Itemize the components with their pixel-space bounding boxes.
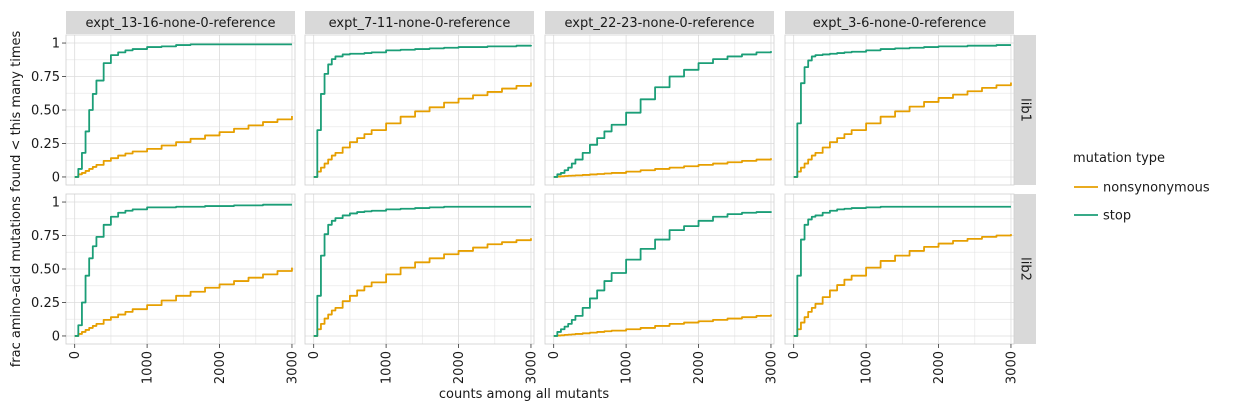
y-tick-label: 0.75	[31, 70, 60, 85]
series-line-stop	[74, 43, 292, 178]
series-line-stop	[313, 205, 531, 337]
y-axis-title: frac amino-acid mutations found < this m…	[9, 31, 24, 368]
x-tick-label: 0	[307, 351, 322, 359]
facet-column-strip: expt_13-16-none-0-reference	[66, 11, 295, 34]
panel-border	[784, 193, 1015, 345]
axes-layer: 0 0.25 0.50 0.75 1 0 0.25 0.50 0.75 1 0 1000 2000 300…	[31, 37, 1019, 385]
legend-label: stop	[1103, 209, 1131, 224]
x-tick-label: 3000	[764, 351, 779, 384]
y-tick-label: 0.25	[31, 137, 60, 152]
x-tick-label: 0	[68, 351, 83, 359]
panel-border	[304, 34, 535, 186]
panel-border	[544, 193, 775, 345]
y-tick-label: 0	[52, 329, 60, 344]
legend: mutation type nonsynonymous stop	[1073, 151, 1210, 224]
facet-panel	[784, 34, 1015, 186]
facet-column-strip: expt_3-6-none-0-reference	[785, 11, 1014, 34]
panel-border	[544, 34, 775, 186]
facet-column-strip-bg	[305, 11, 534, 34]
series-line-stop	[313, 44, 532, 178]
series-line-stop	[553, 211, 772, 337]
series-line-nonsynonymous	[74, 116, 293, 178]
legend-entry: nonsynonymous	[1074, 181, 1210, 196]
facet-panel	[544, 34, 775, 186]
facet-column-label: expt_3-6-none-0-reference	[813, 16, 986, 31]
x-tick-label: 2000	[932, 351, 947, 384]
panel-border	[784, 34, 1015, 186]
series-line-nonsynonymous	[74, 267, 293, 337]
x-tick-label: 2000	[452, 351, 467, 384]
series-line-stop	[793, 44, 1011, 178]
x-tick-label: 3000	[1004, 351, 1019, 384]
facet-row-strip-bg	[1014, 194, 1036, 344]
series-line-nonsynonymous	[553, 158, 772, 178]
facet-row-strip: lib2	[1014, 194, 1036, 344]
x-axis-title: counts among all mutants	[439, 387, 609, 402]
legend-entries: nonsynonymous stop	[1074, 181, 1210, 224]
x-tick-label: 1000	[141, 351, 156, 384]
facet-panel	[304, 34, 535, 186]
panel-border	[304, 193, 535, 345]
y-tick-label: 0	[52, 170, 60, 185]
facet-row-strip: lib1	[1014, 35, 1036, 185]
legend-entry: stop	[1074, 209, 1131, 224]
series-line-nonsynonymous	[313, 82, 532, 178]
facet-column-strip-bg	[66, 11, 295, 34]
facet-column-label: expt_7-11-none-0-reference	[329, 16, 511, 31]
x-tick-label: 2000	[213, 351, 228, 384]
facet-column-strip: expt_22-23-none-0-reference	[545, 11, 774, 34]
facet-column-strip: expt_7-11-none-0-reference	[305, 11, 534, 34]
facet-column-strip-bg	[545, 11, 774, 34]
x-tick-label: 1000	[860, 351, 875, 384]
x-tick-label: 1000	[380, 351, 395, 384]
facet-panel	[304, 193, 535, 345]
y-tick-label: 0.50	[31, 263, 60, 278]
series-line-stop	[553, 51, 772, 178]
facet-row-label: lib1	[1018, 98, 1033, 122]
x-tick-label: 2000	[692, 351, 707, 384]
legend-title: mutation type	[1073, 151, 1165, 166]
y-tick-label: 0.75	[31, 229, 60, 244]
series-line-nonsynonymous	[793, 234, 1012, 337]
x-tick-label: 3000	[524, 351, 539, 384]
x-tick-label: 0	[787, 351, 802, 359]
series-line-nonsynonymous	[313, 238, 532, 337]
series-line-nonsynonymous	[793, 82, 1012, 178]
facet-panel	[65, 34, 296, 186]
y-tick-label: 1	[52, 37, 60, 52]
facet-column-strip-bg	[785, 11, 1014, 34]
facet-panel	[784, 193, 1015, 345]
series-line-nonsynonymous	[553, 314, 772, 337]
x-tick-label: 3000	[285, 351, 300, 384]
facet-row-strip-bg	[1014, 35, 1036, 185]
facet-row-label: lib2	[1018, 257, 1033, 281]
x-tick-label: 0	[547, 351, 562, 359]
y-tick-label: 1	[52, 196, 60, 211]
facet-panel	[544, 193, 775, 345]
facet-panel	[65, 193, 296, 345]
legend-label: nonsynonymous	[1103, 181, 1210, 196]
series-line-stop	[793, 205, 1011, 337]
panels-layer: expt_13-16-none-0-reference expt_7-11-non…	[65, 11, 1036, 345]
facet-column-label: expt_13-16-none-0-reference	[86, 16, 276, 31]
facet-column-label: expt_22-23-none-0-reference	[565, 16, 755, 31]
x-tick-label: 1000	[620, 351, 635, 384]
y-tick-label: 0.25	[31, 296, 60, 311]
series-line-stop	[74, 203, 292, 337]
y-tick-label: 0.50	[31, 104, 60, 119]
